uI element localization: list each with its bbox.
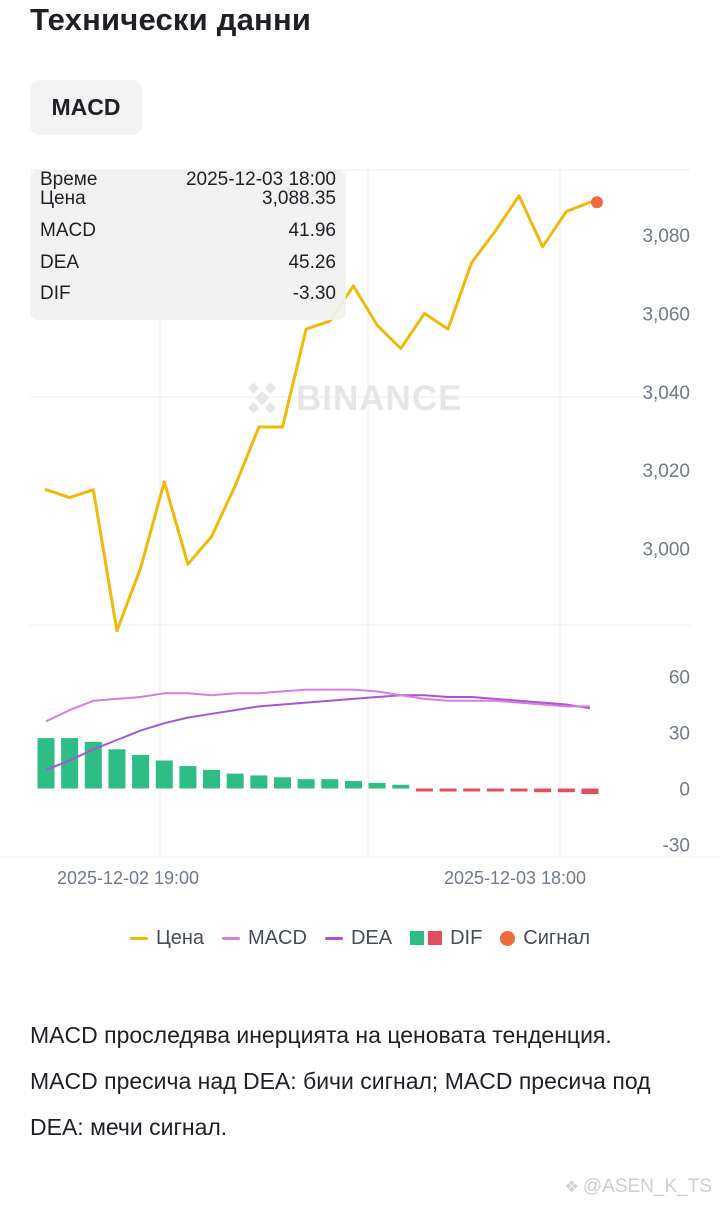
crosshair-tooltip: Време 2025-12-03 18:00 Цена 3,088.35 MAC… — [30, 170, 346, 320]
legend-dif-positive-swatch — [410, 931, 425, 945]
legend-signal-swatch — [500, 930, 516, 946]
dif-bar-22 — [557, 788, 575, 793]
watermark-handle-text: @ASEN_K_TS — [582, 1176, 712, 1197]
dif-histogram — [37, 738, 599, 795]
dif-bar-9 — [250, 775, 268, 789]
signal-point — [590, 196, 603, 209]
tooltip-row-price: Цена 3,088.35 — [40, 183, 336, 214]
axis-labels: 3,000 3,020 3,040 3,060 3,080 60 30 0 -30 2025-12… — [57, 226, 690, 888]
dif-bar-16 — [415, 788, 433, 792]
dif-bar-2 — [84, 741, 102, 789]
legend-macd-swatch — [222, 936, 241, 940]
dif-bar-7 — [203, 769, 221, 789]
macd-tick-label-1: 30 — [669, 724, 690, 745]
macd-description: MACD проследява инерцията на ценовата те… — [30, 1012, 690, 1150]
dif-bar-4 — [132, 754, 150, 789]
dif-bar-6 — [179, 766, 197, 789]
tooltip-row-macd: MACD 41.96 — [40, 215, 336, 246]
page-title: Технически данни — [30, 2, 312, 37]
tooltip-price-label: Цена — [40, 187, 86, 209]
dif-bar-14 — [368, 782, 386, 789]
legend-price-label: Цена — [155, 926, 205, 949]
grid-lines — [0, 169, 720, 858]
description-line-1: MACD проследява инерцията на ценовата те… — [30, 1022, 612, 1048]
series-lines — [44, 194, 603, 771]
dif-bar-3 — [108, 749, 126, 789]
legend-item-dea[interactable]: DEA — [324, 926, 393, 950]
tooltip-time-value: 2025-12-03 18:00 — [185, 170, 336, 190]
description-line-2: MACD пресича над DEA: бичи сигнал; MACD … — [30, 1068, 651, 1140]
macd-tick-label-2: 0 — [679, 780, 690, 801]
price-tick-label-0: 3,000 — [642, 540, 690, 561]
dif-bar-13 — [344, 781, 362, 789]
legend-dea-swatch — [324, 936, 343, 940]
tooltip-row-dif: DIF -3.30 — [40, 278, 336, 309]
price-tick-label-1: 3,020 — [642, 461, 690, 482]
price-tick-label-4: 3,080 — [642, 226, 690, 247]
dif-bar-17 — [439, 788, 457, 792]
price-tick-label-3: 3,060 — [642, 304, 690, 325]
legend-price-swatch — [129, 936, 148, 940]
dif-bar-1 — [61, 738, 79, 789]
tooltip-dif-label: DIF — [40, 282, 71, 304]
legend-item-signal[interactable]: Сигнал — [500, 927, 590, 950]
dif-bar-5 — [155, 760, 173, 789]
tooltip-macd-value: 41.96 — [288, 219, 336, 241]
price-line — [44, 194, 592, 633]
tooltip-macd-label: MACD — [40, 219, 96, 241]
dif-bar-21 — [534, 788, 552, 793]
macd-tick-label-3: -30 — [663, 836, 690, 857]
tab-macd[interactable]: MACD — [30, 80, 142, 135]
binance-watermark: BINANCE — [247, 379, 462, 418]
price-tick-label-2: 3,040 — [642, 383, 690, 404]
legend-item-macd[interactable]: MACD — [222, 927, 307, 950]
macd-tick-label-0: 60 — [669, 668, 690, 689]
x-tick-label-0: 2025-12-02 19:00 — [57, 868, 199, 888]
dea-line — [45, 694, 591, 771]
legend-macd-label: MACD — [248, 926, 307, 949]
dif-bar-20 — [510, 788, 528, 792]
legend-dea-label: DEA — [350, 926, 393, 949]
chart-legend: Цена MACD DEA DIF Сигнал — [0, 922, 720, 954]
legend-item-dif[interactable]: DIF — [410, 927, 482, 950]
dif-bar-19 — [486, 788, 504, 792]
dif-bar-23 — [581, 788, 599, 795]
dif-bar-10 — [274, 777, 291, 789]
tooltip-price-value: 3,088.35 — [262, 187, 336, 209]
dif-bar-12 — [321, 779, 339, 789]
tooltip-dea-label: DEA — [40, 251, 80, 273]
tooltip-row-dea: DEA 45.26 — [40, 247, 336, 278]
legend-item-price[interactable]: Цена — [129, 926, 205, 950]
legend-dif-label: DIF — [450, 926, 483, 949]
dif-bar-0 — [37, 738, 55, 789]
tooltip-dea-value: 45.26 — [288, 251, 336, 273]
tooltip-dif-value: -3.30 — [292, 282, 336, 304]
tooltip-row-time: Време 2025-12-03 18:00 — [40, 170, 336, 195]
binance-watermark-text: BINANCE — [296, 379, 462, 418]
dif-bar-18 — [463, 788, 481, 792]
dif-bar-8 — [226, 773, 244, 789]
macd-line — [45, 688, 590, 723]
watermark-handle: ❖ @ASEN_K_TS — [565, 1176, 712, 1198]
legend-signal-label: Сигнал — [523, 926, 591, 949]
legend-dif-negative-swatch — [428, 931, 443, 945]
tooltip-time-label: Време — [40, 170, 98, 190]
dif-bar-11 — [297, 779, 315, 789]
x-tick-label-1: 2025-12-03 18:00 — [444, 868, 586, 888]
dif-bar-15 — [392, 784, 410, 789]
watermark-logo-icon: ❖ — [564, 1179, 579, 1196]
